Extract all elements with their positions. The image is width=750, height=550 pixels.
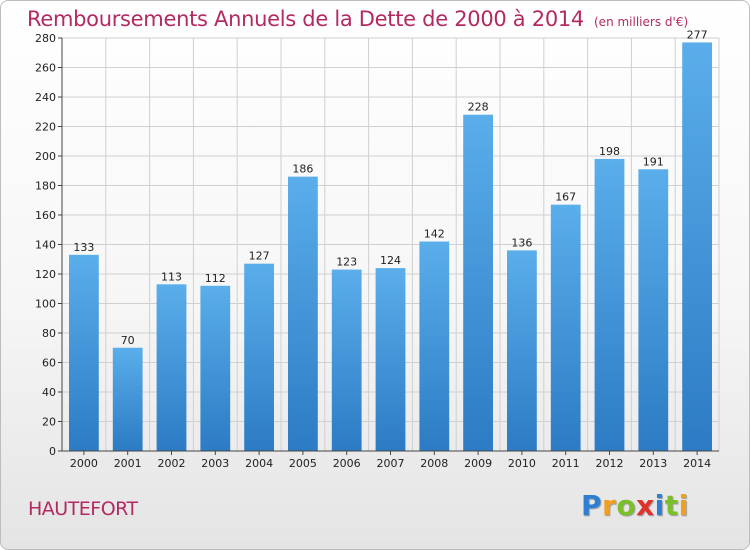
data-labels: 133 70 113 112 127 186 123 124 142 228 136 167 198 19… <box>73 28 707 346</box>
unit-label: (en milliers d'€) <box>594 15 689 29</box>
axes: 0 20 40 60 80 100 120 140 160 180 200 220 240 260 280 2… <box>35 32 719 470</box>
bar-value-label: 127 <box>249 250 270 263</box>
bar <box>507 250 537 451</box>
x-tick-label: 2013 <box>639 457 667 470</box>
logo-letter: o <box>616 489 637 522</box>
y-tick-label: 280 <box>35 32 56 45</box>
bar <box>331 269 362 451</box>
bar-value-label: 228 <box>468 101 489 114</box>
bar-value-label: 191 <box>643 155 664 168</box>
logo-letter: i <box>654 489 665 522</box>
bar-value-label: 136 <box>511 236 532 249</box>
logo-letter: t <box>664 489 679 522</box>
bar-value-label: 167 <box>555 191 576 204</box>
x-tick-label: 2012 <box>596 457 624 470</box>
bar-value-label: 198 <box>599 145 620 158</box>
chart-title: Remboursements Annuels de la Dette de 20… <box>27 7 688 31</box>
x-tick-label: 2006 <box>333 457 361 470</box>
x-tick-label: 2003 <box>201 457 229 470</box>
y-tick-label: 0 <box>49 445 56 458</box>
bar <box>550 204 581 451</box>
bar-value-label: 277 <box>687 28 708 41</box>
y-tick-label: 20 <box>42 416 56 429</box>
bar <box>244 263 274 451</box>
bar <box>594 158 625 451</box>
bar-series <box>69 42 712 452</box>
x-tick-label: 2007 <box>377 457 405 470</box>
bar <box>638 169 669 451</box>
x-tick-label: 2014 <box>683 457 711 470</box>
bar-value-label: 186 <box>292 163 313 176</box>
bar <box>200 285 231 451</box>
x-tick-label: 2004 <box>245 457 273 470</box>
bar-value-label: 113 <box>161 270 182 283</box>
x-tick-label: 2000 <box>70 457 98 470</box>
bar-value-label: 124 <box>380 254 401 267</box>
y-tick-label: 200 <box>35 150 56 163</box>
x-tick-label: 2009 <box>464 457 492 470</box>
y-tick-label: 60 <box>42 357 56 370</box>
title-text: Remboursements Annuels de la Dette de 20… <box>27 7 584 31</box>
bar-value-label: 133 <box>73 241 94 254</box>
x-tick-label: 2011 <box>552 457 580 470</box>
bar <box>375 268 406 451</box>
x-tick-label: 2002 <box>158 457 186 470</box>
logo-letter: i <box>678 489 689 522</box>
bar-value-label: 123 <box>336 256 357 269</box>
y-tick-label: 240 <box>35 91 56 104</box>
bar-value-label: 142 <box>424 228 445 241</box>
y-tick-label: 140 <box>35 239 56 252</box>
bar <box>156 284 187 451</box>
bar <box>112 347 143 451</box>
bar-value-label: 112 <box>205 272 226 285</box>
bar <box>682 42 712 452</box>
x-tick-label: 2008 <box>420 457 448 470</box>
bar <box>69 254 99 451</box>
x-tick-label: 2010 <box>508 457 536 470</box>
place-name: HAUTEFORT <box>28 498 138 520</box>
y-tick-label: 260 <box>35 62 56 75</box>
bar <box>463 114 493 451</box>
logo-letter: P <box>581 489 603 522</box>
x-tick-label: 2001 <box>114 457 142 470</box>
bar <box>419 241 450 451</box>
y-tick-label: 180 <box>35 180 56 193</box>
logo-letter: r <box>602 489 617 522</box>
y-tick-label: 80 <box>42 327 56 340</box>
y-tick-label: 120 <box>35 268 56 281</box>
bar <box>288 176 318 451</box>
y-tick-label: 40 <box>42 386 56 399</box>
proxiti-logo: Proxiti <box>581 489 689 522</box>
y-tick-label: 220 <box>35 121 56 134</box>
logo-letter: x <box>636 489 655 522</box>
y-tick-label: 100 <box>35 298 56 311</box>
bar-value-label: 70 <box>121 334 135 347</box>
x-tick-label: 2005 <box>289 457 317 470</box>
y-tick-label: 160 <box>35 209 56 222</box>
